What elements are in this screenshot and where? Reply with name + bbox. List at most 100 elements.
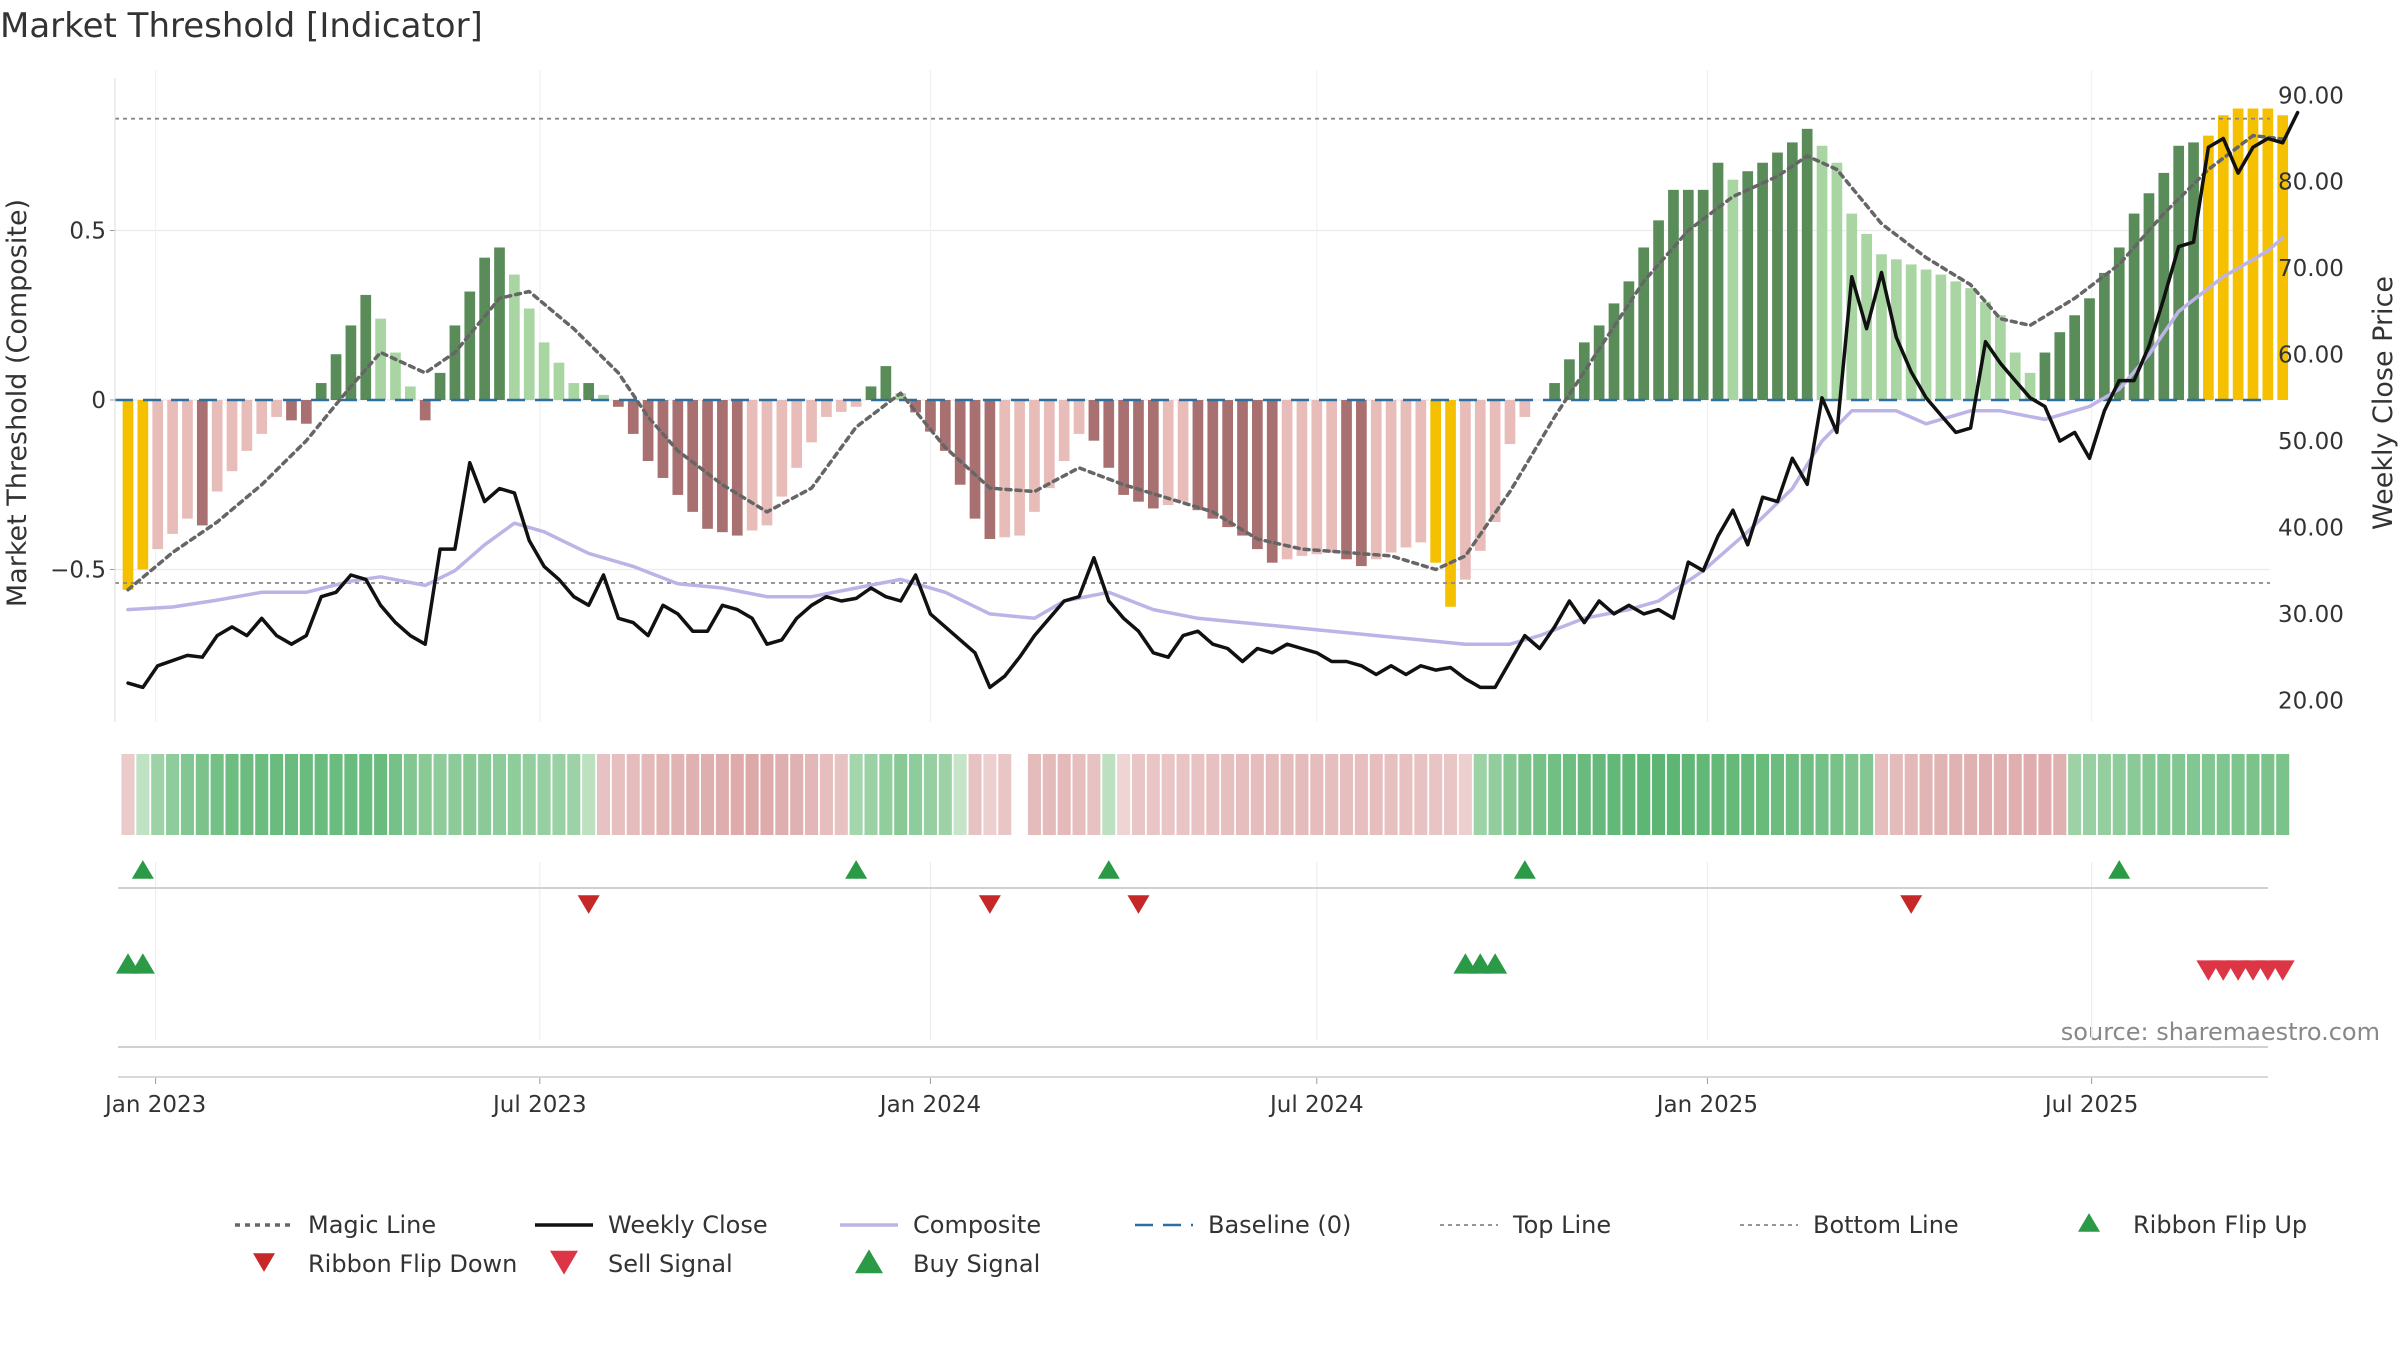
ribbon-cell (270, 754, 284, 835)
composite-bar (1564, 359, 1575, 400)
ribbon-cell (433, 754, 447, 835)
legend-item-baseline: Baseline (0) (1135, 1211, 1351, 1239)
composite-bar (999, 400, 1011, 538)
composite-bar (642, 400, 654, 462)
composite-bar (1029, 400, 1040, 512)
ribbon-cell (1666, 754, 1680, 835)
ribbon-flip-up-marker (2108, 860, 2131, 879)
ribbon-cell (1756, 754, 1770, 835)
composite-bar (2039, 352, 2051, 400)
legend-label: Top Line (1512, 1211, 1611, 1239)
ribbon-cell (1042, 754, 1056, 835)
right-tick-label: 40.00 (2278, 516, 2344, 542)
composite-bar (315, 383, 327, 400)
composite-bar (345, 325, 357, 400)
ribbon-cell (909, 754, 923, 835)
right-tick-label: 90.00 (2278, 83, 2344, 109)
composite-bar (1757, 162, 1768, 400)
ribbon-cell (1503, 754, 1517, 835)
ribbon-cell (1726, 754, 1740, 835)
ribbon-cell (1221, 754, 1235, 835)
composite-bar (1474, 400, 1486, 551)
ribbon-cell (1117, 754, 1131, 835)
legend-item-bottom: Bottom Line (1740, 1211, 1959, 1239)
ribbon-cell (1161, 754, 1175, 835)
ribbon-cell (1131, 754, 1146, 835)
composite-bar (1682, 189, 1694, 400)
ribbon-cell (2216, 754, 2230, 835)
composite-bar (330, 354, 342, 400)
composite-bar (122, 400, 134, 590)
ribbon-flip-down-marker (1127, 895, 1150, 914)
composite-bar (1445, 400, 1456, 607)
x-tick-label: Jan 2023 (103, 1092, 206, 1118)
legend-item-close: Weekly Close (535, 1211, 768, 1239)
ribbon-cell (388, 754, 403, 835)
left-tick-label: 0.5 (69, 219, 106, 245)
composite-bar (1727, 179, 1739, 400)
composite-bar (553, 362, 565, 400)
composite-bar (717, 400, 728, 533)
ribbon-cell (1830, 754, 1844, 835)
composite-bar (702, 400, 713, 529)
ribbon-cell (344, 754, 358, 835)
legend-item-top: Top Line (1440, 1211, 1611, 1239)
ribbon-cell (225, 754, 239, 835)
ribbon-cell (1637, 754, 1651, 835)
composite-bar (1356, 400, 1367, 567)
composite-bar (1519, 400, 1531, 417)
ribbon-flip-up-marker (1097, 860, 1120, 879)
ribbon-cell (2157, 754, 2171, 835)
ribbon-cell (151, 754, 165, 835)
composite-bar (1995, 315, 2006, 400)
composite-bar (1133, 400, 1144, 502)
ribbon-cell (2276, 754, 2290, 835)
ribbon-cell (1785, 754, 1799, 835)
composite-bar (449, 325, 461, 400)
composite-bar (731, 400, 743, 536)
legend-swatch (2078, 1213, 2100, 1232)
ribbon-cell (1250, 754, 1264, 835)
legend-item-flip_down: Ribbon Flip Down (253, 1250, 517, 1278)
ribbon-cell (656, 754, 670, 835)
composite-line (126, 236, 2285, 646)
composite-bar (984, 400, 996, 539)
composite-bar (1697, 189, 1709, 400)
composite-bar (1266, 400, 1278, 563)
ribbon-cell (537, 754, 551, 835)
signal-markers-layer (116, 860, 2295, 1078)
ribbon-cell (1562, 754, 1576, 835)
right-axis-label: Weekly Close Price (2368, 276, 2399, 530)
composite-bar (1905, 264, 1917, 400)
ribbon-cell (2201, 754, 2215, 835)
ribbon-cell (1800, 754, 1814, 835)
ribbon-cell (2142, 754, 2156, 835)
composite-bar (2232, 108, 2244, 401)
ribbon-flip-down-marker (978, 895, 1001, 914)
composite-bar (746, 400, 758, 531)
ribbon-cell (136, 754, 150, 835)
composite-bar (1742, 171, 1754, 400)
composite-bar (2099, 272, 2110, 400)
composite-bar (1430, 400, 1442, 563)
ribbon-flip-up-marker (845, 860, 868, 879)
composite-bar (464, 291, 476, 400)
composite-bar (1177, 400, 1189, 502)
ribbon-cell (790, 754, 804, 835)
composite-bar (137, 400, 149, 570)
axes-layer: 0.5 0 −0.5 90.00 80.00 70.00 60.00 50.00 40.00 30… (50, 78, 2344, 1118)
ribbon-cell (715, 754, 729, 835)
composite-bar (2277, 115, 2289, 400)
magic-line (126, 133, 2285, 592)
ribbon-layer (121, 754, 2290, 835)
ribbon-cell (2082, 754, 2097, 835)
composite-bar (1786, 142, 1798, 400)
legend-item-flip_up: Ribbon Flip Up (2078, 1211, 2307, 1239)
ribbon-cell (998, 754, 1012, 835)
composite-bar (806, 400, 817, 443)
right-tick-label: 70.00 (2278, 256, 2344, 282)
composite-bar (1326, 400, 1338, 553)
ribbon-cell (2008, 754, 2022, 835)
